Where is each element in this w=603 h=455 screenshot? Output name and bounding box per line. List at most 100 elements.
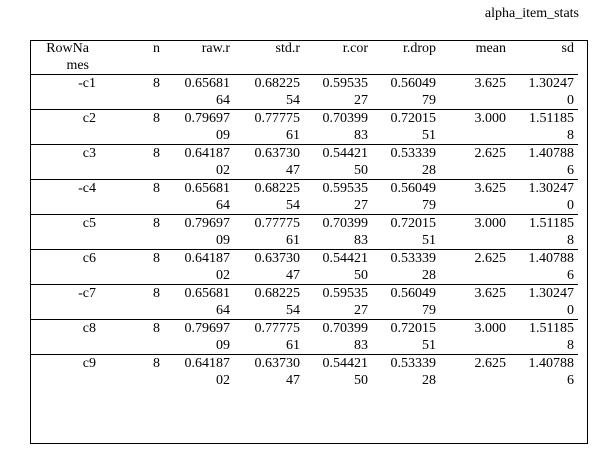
cell-text: 0.7969709 — [184, 321, 231, 353]
cell-text: 0.5953527 — [322, 76, 369, 108]
table-cell: 1.407886 — [510, 354, 578, 389]
table-cell: 0.7969709 — [164, 214, 234, 250]
table-cell: 0.6418702 — [164, 249, 234, 285]
header-text: r.drop — [402, 41, 436, 56]
cell-text: c5 — [82, 216, 96, 231]
column-header: mean — [440, 40, 510, 75]
cell-text: 0.5333928 — [390, 146, 437, 178]
stats-table: RowNames n raw.r std.r r.cor r.drop mean sd -c1… — [30, 40, 578, 389]
header-text: n — [153, 41, 160, 56]
cell-text: 3.000 — [474, 111, 507, 126]
table-cell: 8 — [100, 109, 164, 145]
header-text: sd — [561, 41, 574, 56]
table-cell: 8 — [100, 354, 164, 389]
table-cell: 0.6418702 — [164, 144, 234, 180]
table-cell: -c4 — [30, 179, 100, 215]
table-cell: c8 — [30, 319, 100, 355]
table-cell: 0.7777561 — [234, 319, 304, 355]
table-cell: c3 — [30, 144, 100, 180]
table-row: c6 8 0.6418702 0.6373047 0.5442150 0.5333928 2… — [30, 249, 578, 285]
table-cell: 2.625 — [440, 354, 510, 389]
table-cell: c2 — [30, 109, 100, 145]
cell-text: 0.6418702 — [184, 146, 231, 178]
table-cell: 8 — [100, 249, 164, 285]
table-cell: 3.625 — [440, 179, 510, 215]
cell-text: 2.625 — [474, 251, 507, 266]
table-cell: 0.7777561 — [234, 214, 304, 250]
table-row: c9 8 0.6418702 0.6373047 0.5442150 0.5333928 2… — [30, 354, 578, 389]
table-cell: 0.7039983 — [304, 319, 372, 355]
table-cell: 3.625 — [440, 284, 510, 320]
cell-text: 3.625 — [474, 286, 507, 301]
cell-text: 0.7039983 — [322, 111, 369, 143]
table-cell: 8 — [100, 144, 164, 180]
cell-text: 0.6568164 — [184, 181, 231, 213]
table-cell: 0.6568164 — [164, 74, 234, 110]
cell-text: 1.511858 — [529, 216, 574, 248]
table-row: c8 8 0.7969709 0.7777561 0.7039983 0.7201551 3… — [30, 319, 578, 355]
cell-text: 0.5953527 — [322, 181, 369, 213]
table-row: -c7 8 0.6568164 0.6822554 0.5953527 0.5604979… — [30, 284, 578, 320]
cell-text: 0.7777561 — [254, 111, 301, 143]
table-cell: 8 — [100, 214, 164, 250]
cell-text: 0.6822554 — [254, 181, 301, 213]
table-cell: 3.000 — [440, 319, 510, 355]
table-cell: 0.5442150 — [304, 354, 372, 389]
table-cell: c5 — [30, 214, 100, 250]
table-cell: 0.6822554 — [234, 179, 304, 215]
table-cell: 3.000 — [440, 214, 510, 250]
column-header: n — [100, 40, 164, 75]
table-cell: 0.6373047 — [234, 354, 304, 389]
table-cell: 1.407886 — [510, 249, 578, 285]
cell-text: 0.7777561 — [254, 216, 301, 248]
cell-text: 1.407886 — [528, 356, 575, 388]
cell-text: 0.6373047 — [254, 251, 301, 283]
table-cell: 8 — [100, 284, 164, 320]
table-cell: 0.5442150 — [304, 249, 372, 285]
cell-text: c6 — [82, 251, 96, 266]
cell-text: 8 — [153, 146, 160, 161]
table-cell: 0.6568164 — [164, 179, 234, 215]
table-cell: 1.302470 — [510, 179, 578, 215]
table-cell: 8 — [100, 319, 164, 355]
table-body: -c1 8 0.6568164 0.6822554 0.5953527 0.5604979… — [30, 74, 578, 389]
cell-text: 2.625 — [474, 146, 507, 161]
table-cell: -c7 — [30, 284, 100, 320]
table-cell: 0.6373047 — [234, 144, 304, 180]
cell-text: 3.000 — [474, 321, 507, 336]
table-cell: 0.5333928 — [372, 249, 440, 285]
cell-text: 0.6822554 — [254, 286, 301, 318]
cell-text: 1.407886 — [528, 251, 575, 283]
table-cell: 2.625 — [440, 249, 510, 285]
cell-text: 8 — [153, 251, 160, 266]
table-row: -c4 8 0.6568164 0.6822554 0.5953527 0.5604979… — [30, 179, 578, 215]
cell-text: 1.407886 — [528, 146, 575, 178]
cell-text: 0.5442150 — [322, 356, 369, 388]
header-text: std.r — [275, 41, 301, 56]
cell-text: 3.000 — [474, 216, 507, 231]
cell-text: c8 — [82, 321, 96, 336]
table-cell: 1.511858 — [510, 319, 578, 355]
table-cell: 3.000 — [440, 109, 510, 145]
table-cell: 8 — [100, 179, 164, 215]
cell-text: 0.6568164 — [184, 76, 231, 108]
cell-text: 1.302470 — [528, 181, 575, 213]
table-cell: 0.7201551 — [372, 109, 440, 145]
table-cell: 0.7039983 — [304, 109, 372, 145]
table-cell: 0.7777561 — [234, 109, 304, 145]
table-cell: 0.7969709 — [164, 109, 234, 145]
cell-text: 0.7201551 — [390, 111, 437, 143]
header-text: mean — [475, 41, 506, 56]
cell-text: c2 — [82, 111, 96, 126]
cell-text: 0.6373047 — [254, 356, 301, 388]
table-cell: 8 — [100, 74, 164, 110]
cell-text: 1.511858 — [529, 111, 574, 143]
table-cell: 3.625 — [440, 74, 510, 110]
cell-text: 2.625 — [474, 356, 507, 371]
cell-text: 1.511858 — [529, 321, 574, 353]
cell-text: -c1 — [78, 76, 96, 91]
table-cell: 0.6822554 — [234, 284, 304, 320]
cell-text: 1.302470 — [528, 286, 575, 318]
table-cell: c6 — [30, 249, 100, 285]
table-row: c3 8 0.6418702 0.6373047 0.5442150 0.5333928 2… — [30, 144, 578, 180]
